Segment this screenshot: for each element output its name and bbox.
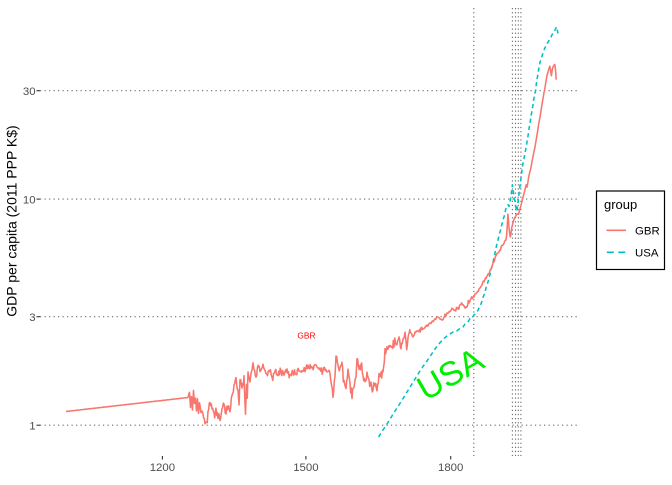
svg-text:GDP per capita (2011 PPP K$): GDP per capita (2011 PPP K$) <box>4 125 20 316</box>
svg-text:1800: 1800 <box>438 462 463 474</box>
svg-text:1: 1 <box>29 421 35 433</box>
svg-text:GBR: GBR <box>635 225 660 237</box>
svg-text:30: 30 <box>23 86 36 98</box>
svg-text:10: 10 <box>23 194 36 206</box>
svg-text:3: 3 <box>29 312 35 324</box>
svg-text:1500: 1500 <box>293 462 318 474</box>
svg-text:GBR: GBR <box>297 331 315 341</box>
svg-text:group: group <box>604 197 637 212</box>
svg-text:USA: USA <box>635 247 659 259</box>
svg-text:1200: 1200 <box>150 462 175 474</box>
